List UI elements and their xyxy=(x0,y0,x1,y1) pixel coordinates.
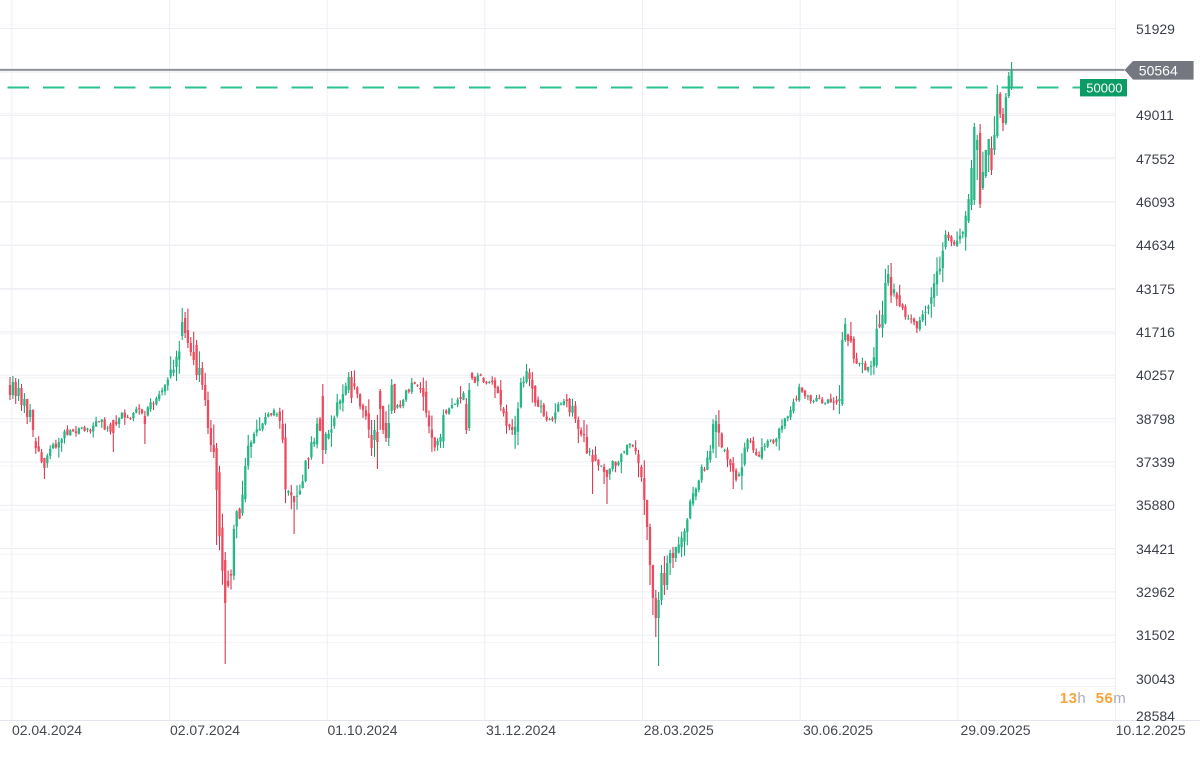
svg-text:50000: 50000 xyxy=(1086,80,1122,95)
svg-text:50564: 50564 xyxy=(1139,62,1178,78)
svg-text:13h 56m: 13h 56m xyxy=(1060,690,1127,707)
